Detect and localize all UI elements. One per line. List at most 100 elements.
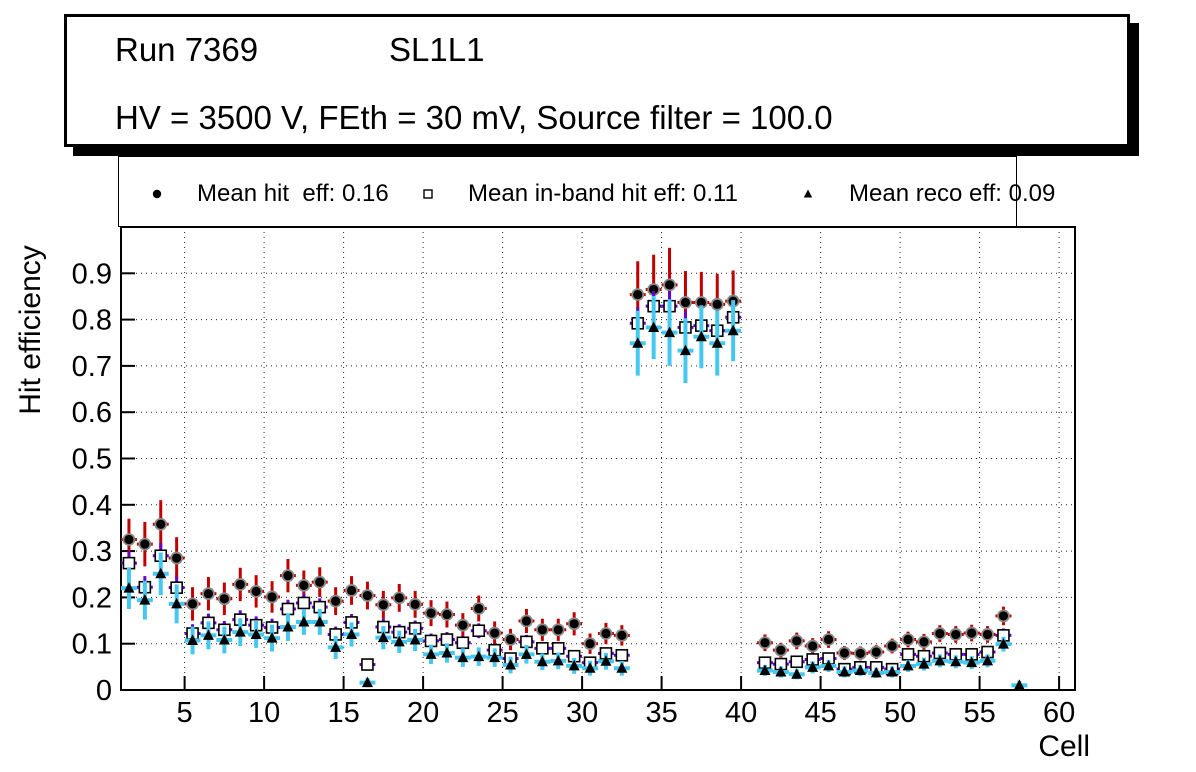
data-point-circle	[933, 627, 947, 640]
data-point-circle	[329, 594, 343, 608]
data-point-triangle	[123, 582, 135, 593]
data-point-triangle	[505, 658, 517, 670]
data-point-circle	[631, 288, 645, 301]
y-tick-label: 0.5	[72, 444, 112, 476]
data-point-triangle	[679, 344, 691, 356]
x-axis-title: Cell	[1038, 730, 1090, 763]
data-point-triangle	[552, 654, 564, 666]
data-point-triangle	[139, 594, 151, 605]
y-tick-label: 0.2	[72, 582, 112, 614]
data-point-circle	[583, 637, 597, 651]
layer-label: SL1L1	[389, 31, 485, 68]
data-point-circle	[233, 578, 247, 591]
data-point-triangle	[234, 626, 246, 637]
data-point-square	[615, 648, 629, 662]
data-point-circle	[376, 598, 390, 612]
x-tick-label: 15	[327, 697, 359, 729]
data-point-triangle	[314, 615, 326, 627]
y-tick-label: 0.9	[72, 258, 112, 290]
data-point-circle	[170, 551, 184, 565]
legend-entry-hit-eff: Mean hit eff: 0.16	[197, 180, 389, 207]
data-point-triangle	[648, 321, 660, 332]
data-point-square	[361, 658, 374, 671]
y-tick-label: 0.1	[72, 629, 112, 661]
data-point-square	[472, 624, 486, 638]
data-point-triangle	[695, 330, 707, 342]
title-box: Run 7369 SL1L1 HV = 3500 V, FEth = 30 mV…	[64, 14, 1130, 147]
data-point-circle	[154, 517, 168, 531]
data-point-square	[790, 655, 804, 669]
data-point-triangle	[171, 597, 183, 609]
data-point-circle	[997, 609, 1010, 623]
y-tick-label: 0.6	[72, 397, 112, 429]
data-point-triangle	[218, 633, 230, 645]
x-tick-label: 25	[486, 697, 518, 729]
data-point-circle	[217, 592, 231, 606]
data-point-triangle	[568, 659, 580, 671]
conditions-label: HV = 3500 V, FEth = 30 mV, Source filter…	[115, 99, 833, 136]
data-point-triangle	[520, 648, 532, 659]
data-point-triangle	[361, 676, 373, 688]
data-point-triangle	[1013, 679, 1025, 690]
data-point-triangle	[377, 631, 389, 643]
legend-entry-reco-eff: Mean reco eff: 0.09	[849, 180, 1056, 207]
data-point-triangle	[346, 628, 358, 639]
data-point-circle	[488, 626, 502, 640]
data-point-circle	[520, 614, 533, 628]
data-point-circle	[790, 634, 804, 648]
data-point-triangle	[886, 665, 898, 677]
y-tick-label: 0.3	[72, 536, 112, 568]
data-point-triangle	[616, 662, 628, 673]
data-point-triangle	[823, 659, 835, 671]
data-point-circle	[313, 575, 327, 589]
data-point-circle	[853, 647, 867, 660]
data-point-triangle	[711, 337, 723, 348]
data-point-triangle	[202, 629, 214, 640]
data-point-circle	[885, 639, 899, 653]
filled-circle-icon	[152, 189, 162, 199]
legend: Mean hit eff: 0.16 Mean in-band hit eff:…	[118, 156, 1055, 227]
data-point-circle	[663, 278, 676, 292]
data-point-triangle	[807, 661, 819, 672]
data-point-circle	[408, 597, 422, 611]
data-point-triangle	[393, 635, 405, 647]
data-point-triangle	[727, 324, 739, 336]
data-point-circle	[599, 627, 613, 640]
x-tick-label: 30	[566, 697, 598, 729]
data-point-triangle	[934, 654, 946, 666]
data-point-circle	[806, 639, 820, 653]
data-point-triangle	[982, 654, 994, 666]
data-point-circle	[504, 633, 517, 646]
x-tick-label: 10	[248, 697, 280, 729]
data-point-circle	[472, 602, 486, 615]
data-point-circle	[679, 296, 692, 309]
data-point-square	[456, 636, 470, 650]
data-point-triangle	[282, 621, 294, 632]
open-square-icon	[423, 189, 433, 199]
data-point-square	[122, 556, 136, 570]
data-point-triangle	[775, 665, 787, 677]
x-tick-label: 35	[645, 697, 677, 729]
data-point-square	[297, 596, 311, 610]
data-point-triangle	[902, 659, 914, 671]
data-point-triangle	[298, 615, 310, 627]
data-point-triangle	[791, 668, 803, 679]
data-point-circle	[186, 597, 199, 611]
data-point-triangle	[409, 633, 421, 645]
y-tick-label: 0.4	[72, 490, 112, 522]
data-point-circle	[424, 606, 438, 620]
x-tick-label: 50	[884, 697, 916, 729]
data-point-circle	[822, 633, 835, 646]
data-point-triangle	[266, 632, 278, 643]
data-point-triangle	[330, 641, 342, 652]
x-tick-label: 20	[407, 697, 439, 729]
run-label: Run 7369	[115, 31, 259, 68]
data-point-square	[551, 642, 565, 655]
data-point-triangle	[632, 337, 644, 348]
y-tick-label: 0.7	[72, 351, 112, 383]
data-point-circle	[202, 587, 215, 601]
data-point-triangle	[441, 646, 453, 658]
data-point-circle	[981, 628, 994, 641]
data-point-circle	[901, 633, 915, 646]
